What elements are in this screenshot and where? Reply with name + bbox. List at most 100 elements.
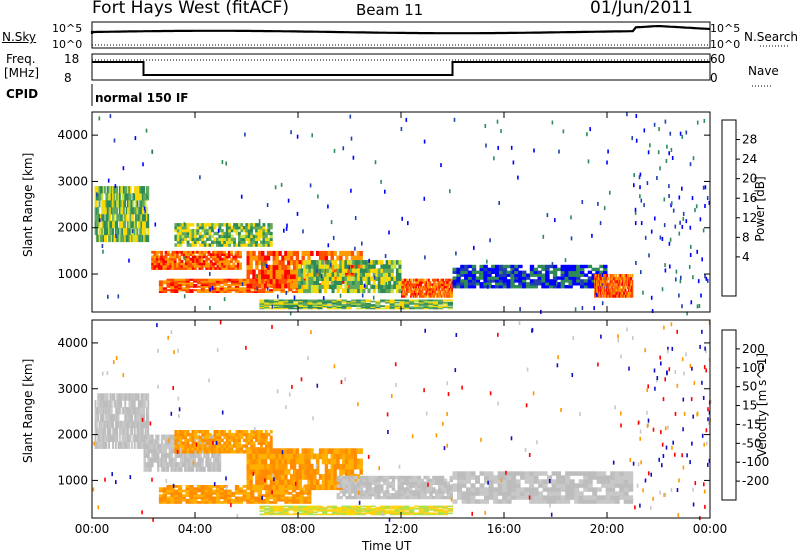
echo-cell <box>420 290 423 293</box>
echo-cell <box>385 481 390 485</box>
echo-cell <box>201 223 205 227</box>
echo-cell <box>328 276 332 281</box>
echo-cell <box>108 420 110 429</box>
echo-cell <box>292 474 297 480</box>
echo-cell <box>102 441 105 449</box>
echo-cell <box>194 444 197 448</box>
noise-dot <box>639 172 642 177</box>
echo-cell <box>200 260 204 263</box>
echo-cell <box>443 281 446 284</box>
echo-cell <box>193 452 197 458</box>
echo-cell <box>433 292 435 296</box>
echo-cell <box>157 466 160 472</box>
echo-cell <box>170 489 175 493</box>
echo-cell <box>128 220 131 229</box>
colorbar-tick-label: 8 <box>742 230 750 244</box>
echo-cell <box>403 283 406 287</box>
echo-cell <box>344 268 348 273</box>
echo-cell <box>426 475 430 480</box>
echo-cell <box>326 268 330 273</box>
echo-cell <box>406 278 408 282</box>
noise-dot <box>146 194 148 199</box>
echo-cell <box>260 240 263 244</box>
echo-cell <box>291 498 297 502</box>
echo-cell <box>252 240 256 244</box>
echo-cell <box>510 273 515 277</box>
echo-cell <box>209 434 212 440</box>
echo-cell <box>336 304 342 306</box>
echo-cell <box>221 250 224 254</box>
echo-cell <box>572 279 577 283</box>
echo-cell <box>263 458 268 465</box>
echo-cell <box>182 253 186 256</box>
echo-cell <box>127 407 129 415</box>
noise-dot <box>696 304 699 309</box>
echo-cell <box>106 220 109 229</box>
echo-cell <box>359 495 364 500</box>
echo-cell <box>595 282 600 286</box>
echo-cell <box>216 243 219 247</box>
echo-cell <box>106 407 109 415</box>
echo-cell <box>537 282 542 286</box>
noise-dot <box>407 221 409 226</box>
echo-cell <box>137 393 140 401</box>
echo-cell <box>144 227 147 236</box>
echo-cell <box>429 490 433 494</box>
noise-dot <box>327 243 330 248</box>
echo-cell <box>167 253 170 256</box>
echo-cell <box>362 490 367 494</box>
echo-cell <box>443 490 448 494</box>
echo-cell <box>383 495 387 500</box>
echo-cell <box>139 400 142 408</box>
echo-cell <box>515 479 521 484</box>
echo-cell <box>168 452 171 458</box>
echo-cell <box>364 280 368 285</box>
echo-cell <box>160 466 164 472</box>
echo-cell <box>609 276 612 281</box>
echo-cell <box>136 206 139 215</box>
echo-cell <box>233 237 236 241</box>
echo-cell <box>269 274 274 280</box>
echo-cell <box>290 274 294 280</box>
echo-cell <box>439 278 442 282</box>
echo-cell <box>466 491 471 496</box>
echo-cell <box>357 284 361 290</box>
echo-cell <box>619 282 621 287</box>
echo-cell <box>257 435 261 440</box>
echo-cell <box>136 186 139 194</box>
echo-cell <box>393 284 397 290</box>
noise-dot <box>372 295 375 300</box>
echo-cell <box>403 285 406 289</box>
echo-cell <box>123 420 125 429</box>
echo-cell <box>598 274 600 278</box>
echo-cell <box>223 494 228 497</box>
echo-cell <box>401 294 403 298</box>
echo-cell <box>177 282 183 285</box>
echo-cell <box>304 453 308 460</box>
echo-cell <box>542 479 548 484</box>
echo-cell <box>242 498 247 502</box>
echo-cell <box>511 491 517 496</box>
echo-cell <box>491 276 496 280</box>
echo-cell <box>218 435 222 440</box>
echo-cell <box>295 474 300 480</box>
echo-cell <box>493 487 499 492</box>
echo-cell <box>323 284 327 290</box>
echo-cell <box>124 434 127 442</box>
echo-cell <box>125 234 128 243</box>
echo-cell <box>269 290 274 293</box>
echo-cell <box>110 193 113 201</box>
echo-cell <box>167 250 170 254</box>
echo-cell <box>160 264 163 268</box>
echo-cell <box>600 276 603 281</box>
echo-cell <box>423 493 427 497</box>
echo-cell <box>189 264 193 268</box>
colorbar-tick-label: 16 <box>742 191 757 205</box>
echo-cell <box>209 253 213 256</box>
echo-cell <box>269 289 274 292</box>
echo-cell <box>278 250 282 256</box>
echo-cell <box>180 250 184 254</box>
echo-cell <box>303 260 307 265</box>
echo-cell <box>447 292 450 296</box>
echo-cell <box>153 452 156 458</box>
